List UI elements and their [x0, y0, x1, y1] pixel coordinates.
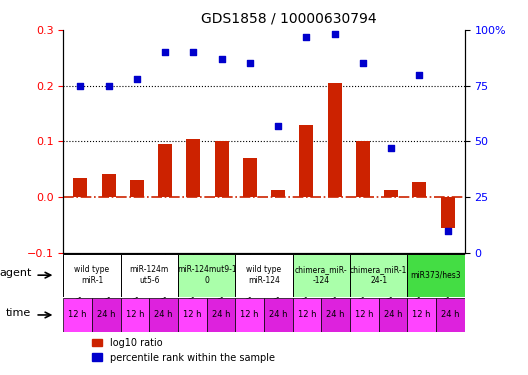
Point — [189, 49, 197, 55]
Text: 24 h: 24 h — [326, 310, 345, 320]
Point — [302, 34, 310, 40]
FancyBboxPatch shape — [322, 298, 350, 332]
Text: 12 h: 12 h — [298, 310, 316, 320]
Point — [359, 60, 367, 66]
Point — [133, 76, 141, 82]
Bar — [412, 182, 427, 197]
FancyBboxPatch shape — [206, 298, 235, 332]
FancyBboxPatch shape — [235, 254, 293, 297]
Point — [415, 72, 423, 78]
Text: 24 h: 24 h — [384, 310, 402, 320]
Text: 12 h: 12 h — [355, 310, 374, 320]
Text: wild type
miR-124: wild type miR-124 — [247, 266, 281, 285]
Point — [246, 60, 254, 66]
Text: GDS1858 / 10000630794: GDS1858 / 10000630794 — [201, 11, 376, 25]
Bar — [441, 197, 455, 228]
FancyBboxPatch shape — [178, 298, 206, 332]
FancyBboxPatch shape — [92, 298, 121, 332]
Text: 12 h: 12 h — [183, 310, 202, 320]
Text: 12 h: 12 h — [412, 310, 431, 320]
Bar — [356, 141, 370, 197]
Point — [387, 145, 395, 151]
FancyBboxPatch shape — [379, 298, 407, 332]
FancyBboxPatch shape — [350, 298, 379, 332]
Text: 12 h: 12 h — [240, 310, 259, 320]
FancyBboxPatch shape — [264, 298, 293, 332]
FancyBboxPatch shape — [149, 298, 178, 332]
FancyBboxPatch shape — [293, 298, 322, 332]
Point — [76, 83, 84, 89]
Bar — [130, 180, 144, 197]
FancyBboxPatch shape — [293, 254, 350, 297]
Bar — [271, 190, 285, 197]
Text: 12 h: 12 h — [69, 310, 87, 320]
FancyBboxPatch shape — [350, 254, 407, 297]
Text: miR-124m
ut5-6: miR-124m ut5-6 — [130, 266, 169, 285]
Text: time: time — [6, 308, 31, 318]
Bar — [73, 178, 87, 197]
Point — [331, 32, 339, 38]
Text: chimera_miR-
-124: chimera_miR- -124 — [295, 266, 347, 285]
Bar — [299, 125, 314, 197]
Point — [218, 56, 226, 62]
FancyBboxPatch shape — [235, 298, 264, 332]
Bar — [101, 174, 116, 197]
Bar — [158, 144, 172, 197]
Text: chimera_miR-1
24-1: chimera_miR-1 24-1 — [350, 266, 407, 285]
FancyBboxPatch shape — [178, 254, 235, 297]
Text: miR-124mut9-1
0: miR-124mut9-1 0 — [177, 266, 237, 285]
Text: 24 h: 24 h — [154, 310, 173, 320]
Point — [161, 49, 169, 55]
FancyBboxPatch shape — [121, 254, 178, 297]
FancyBboxPatch shape — [121, 298, 149, 332]
Point — [105, 83, 113, 89]
Bar — [243, 158, 257, 197]
Text: miR373/hes3: miR373/hes3 — [411, 271, 461, 280]
Bar — [327, 83, 342, 197]
Text: agent: agent — [0, 268, 31, 278]
FancyBboxPatch shape — [407, 254, 465, 297]
Text: 24 h: 24 h — [212, 310, 230, 320]
FancyBboxPatch shape — [63, 254, 121, 297]
Text: 12 h: 12 h — [126, 310, 144, 320]
Bar — [214, 141, 229, 197]
FancyBboxPatch shape — [63, 298, 92, 332]
FancyBboxPatch shape — [407, 298, 436, 332]
Point — [444, 228, 452, 234]
FancyBboxPatch shape — [436, 298, 465, 332]
Point — [274, 123, 282, 129]
Bar — [186, 139, 201, 197]
Bar — [384, 190, 398, 197]
Text: wild type
miR-1: wild type miR-1 — [74, 266, 110, 285]
Text: 24 h: 24 h — [441, 310, 459, 320]
Legend: log10 ratio, percentile rank within the sample: log10 ratio, percentile rank within the … — [88, 334, 279, 366]
Text: 24 h: 24 h — [97, 310, 116, 320]
Text: 24 h: 24 h — [269, 310, 288, 320]
